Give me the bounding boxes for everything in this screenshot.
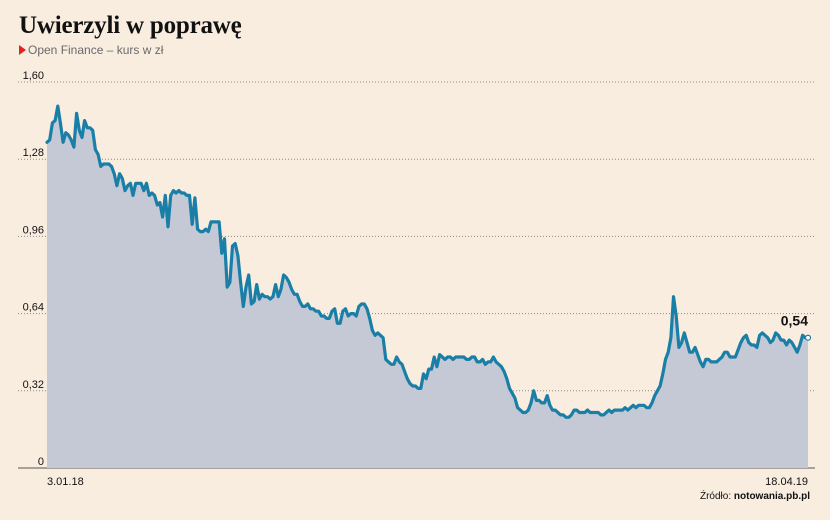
y-axis: 0 0,32 0,64 0,96 1,28 1,60 <box>23 70 44 468</box>
source-site: notowania.pb.pl <box>733 491 810 502</box>
y-tick-label: 0,32 <box>23 379 44 391</box>
area-fill <box>47 106 808 468</box>
red-triangle-icon <box>19 45 26 55</box>
source-prefix: Źródło: <box>699 491 734 502</box>
x-start-label: 3.01.18 <box>47 476 84 488</box>
y-tick-label: 0 <box>38 456 44 468</box>
chart-title: Uwierzyli w poprawę <box>19 12 242 39</box>
chart-subtitle: Open Finance – kurs w zł <box>19 43 163 57</box>
last-point-marker <box>804 334 812 341</box>
source-note: Źródło: notowania.pb.pl <box>700 491 810 502</box>
y-tick-label: 1,28 <box>23 147 44 159</box>
x-end-label: 18.04.19 <box>765 476 808 488</box>
price-area <box>45 104 812 468</box>
subtitle-text: Open Finance – kurs w zł <box>28 43 164 57</box>
chart-labels: 0,54 3.01.18 18.04.19 <box>47 313 808 488</box>
price-line <box>45 104 810 419</box>
last-value-label: 0,54 <box>781 313 808 329</box>
y-tick-label: 0,64 <box>23 302 44 314</box>
y-tick-label: 1,60 <box>23 70 44 82</box>
y-tick-label: 0,96 <box>23 224 44 236</box>
